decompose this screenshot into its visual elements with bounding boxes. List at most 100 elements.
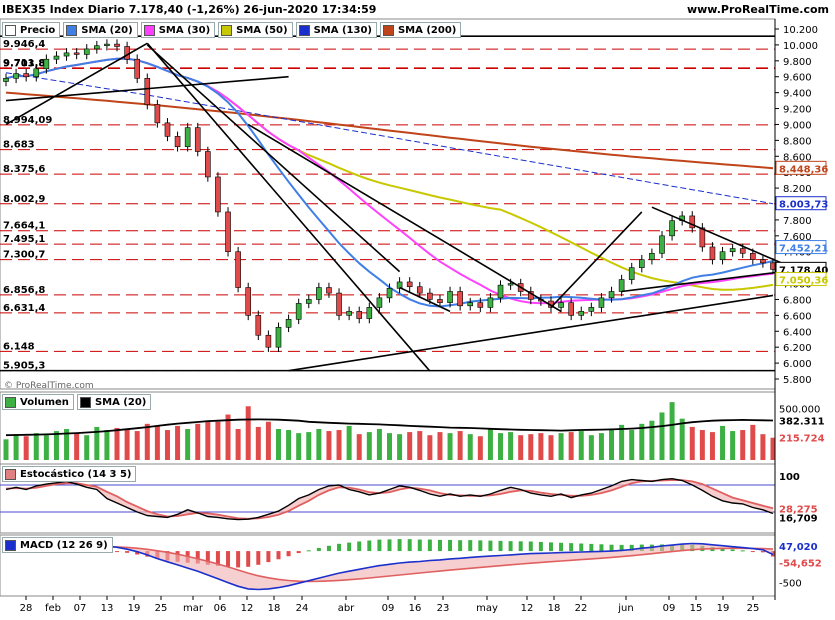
volume-bar <box>740 430 746 460</box>
volume-bar <box>407 432 413 460</box>
volume-bar <box>498 433 504 460</box>
candle-body <box>406 281 413 288</box>
volume-bar <box>235 429 241 460</box>
legend-sma50[interactable]: SMA (50) <box>218 22 293 38</box>
price-tick-label: 9.000 <box>783 120 812 131</box>
candle-body <box>618 279 625 292</box>
volume-bar <box>3 439 9 460</box>
x-tick-label: 24 <box>296 603 309 614</box>
candle-body <box>53 55 60 60</box>
macd-hist-bar <box>448 539 453 552</box>
volume-bar <box>286 430 292 460</box>
macd-hist-bar <box>609 544 614 552</box>
volume-bar <box>538 433 544 460</box>
macd-hist-bar <box>115 551 120 553</box>
legend-sma20[interactable]: SMA (20) <box>63 22 138 38</box>
trend-line <box>146 42 431 372</box>
price-tick-label: 8.800 <box>783 136 812 147</box>
macd-hist-bar <box>215 551 220 566</box>
price-tick-label: 8.600 <box>783 152 812 163</box>
candle-body <box>346 311 352 316</box>
volume-bar <box>124 429 130 460</box>
macd-hist-bar <box>195 551 200 564</box>
volume-axis-label: 382.311 <box>779 416 825 427</box>
macd-hist-bar <box>125 551 130 553</box>
legend-sma200[interactable]: SMA (200) <box>379 22 462 38</box>
legend-swatch-macd <box>5 539 16 551</box>
macd-hist-bar <box>629 544 634 552</box>
level-label: 7.495,1 <box>3 234 45 245</box>
candle-body <box>588 307 595 312</box>
macd-hist-bar <box>337 543 342 552</box>
candle-body <box>134 58 140 79</box>
macd-line <box>5 542 774 591</box>
candle-body <box>427 292 433 300</box>
candle-body <box>94 45 100 50</box>
candle-body <box>396 281 403 289</box>
x-tick-label: 18 <box>548 603 561 614</box>
legend-sma30[interactable]: SMA (30) <box>140 22 216 38</box>
price-tick-label: 9.800 <box>783 57 812 68</box>
value-label: 7.050,36 <box>779 276 828 287</box>
price-tick-label: 6.600 <box>783 311 812 322</box>
legend-swatch-sma200 <box>382 24 394 36</box>
candle-body <box>63 52 70 57</box>
volume-bar <box>275 429 281 460</box>
candle-body <box>628 267 635 280</box>
value-label: 7.452,21 <box>779 244 828 255</box>
x-tick-label: may <box>476 603 498 614</box>
legend-stoch[interactable]: Estocástico (14 3 5) <box>2 466 137 482</box>
candle-body <box>649 253 655 260</box>
macd-hist-bar <box>538 541 543 552</box>
candle-body <box>316 287 322 300</box>
level-label: 9.703,8 <box>3 58 45 69</box>
volume-bar <box>205 420 211 460</box>
stoch-axis-label: 100 <box>779 472 800 483</box>
macd-hist-bar <box>226 551 231 567</box>
macd-hist-bar <box>730 549 735 552</box>
candle-body <box>336 292 342 316</box>
macd-hist-bar <box>468 540 473 552</box>
stoch-k-line <box>5 477 774 521</box>
candle-body <box>255 315 262 336</box>
value-label-box <box>775 240 827 255</box>
legend-vol-sma[interactable]: SMA (20) <box>76 394 152 410</box>
volume-sma-line <box>5 418 774 437</box>
sma130-line <box>5 72 774 205</box>
candle-body <box>760 259 766 264</box>
legend-volume[interactable]: Volumen <box>2 394 74 410</box>
x-tick-label: 19 <box>717 603 730 614</box>
candle-body <box>376 297 383 308</box>
macd-hist-bar <box>316 547 321 552</box>
volume-bar <box>215 421 221 460</box>
volume-bar <box>528 434 534 460</box>
volume-bar <box>760 434 766 460</box>
price-tick-label: 9.600 <box>783 73 812 84</box>
x-tick-label: 16 <box>409 603 422 614</box>
macd-hist-bar <box>750 551 755 553</box>
volume-bar <box>94 426 100 460</box>
x-tick-label: 09 <box>382 603 395 614</box>
volume-bar <box>33 433 39 460</box>
macd-hist-bar <box>377 539 382 552</box>
candle-body <box>467 302 474 307</box>
macd-hist-bar <box>256 551 261 565</box>
legend-price[interactable]: Precio <box>2 22 61 38</box>
level-label: 6.148 <box>3 341 35 352</box>
legend-swatch-sma20 <box>66 24 78 36</box>
legend-macd[interactable]: MACD (12 26 9) <box>2 537 113 553</box>
site-name[interactable]: www.ProRealTime.com <box>686 3 829 16</box>
macd-hist-bar <box>720 548 725 552</box>
macd-hist-bar <box>458 540 463 552</box>
candle-body <box>194 127 201 152</box>
chart-title: IBEX35 Index Diario 7.178,40 (-1,26%) 26… <box>2 3 377 16</box>
legend-sma130[interactable]: SMA (130) <box>295 22 377 38</box>
candle-body <box>154 104 161 124</box>
legend-swatch-volume <box>5 396 16 408</box>
price-tick-label: 8.200 <box>783 184 812 195</box>
x-tick-label: 13 <box>101 603 114 614</box>
price-tick-label: 7.600 <box>783 232 812 243</box>
price-tick-label: 10.000 <box>783 41 818 52</box>
volume-bar <box>134 431 140 460</box>
macd-hist-bar <box>246 551 251 567</box>
